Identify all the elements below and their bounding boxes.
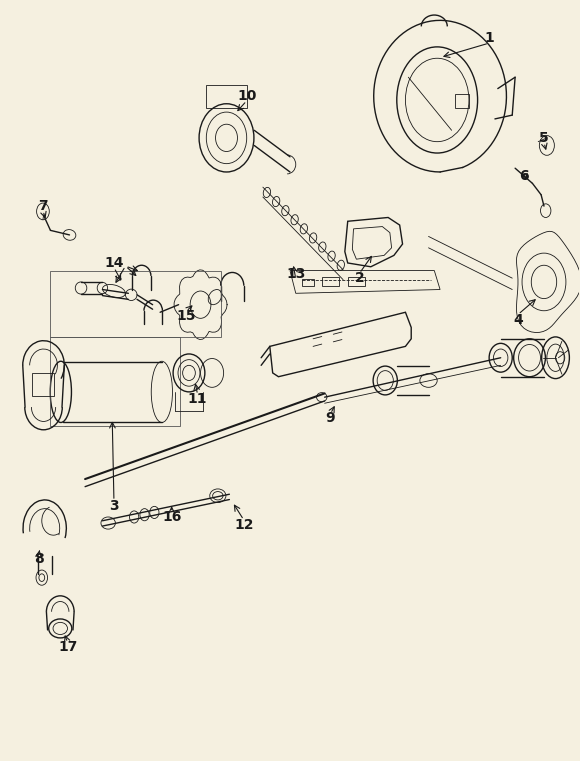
Bar (455, 94, 469, 107)
Bar (348, 277, 365, 285)
Bar (32, 373, 54, 396)
Text: 5: 5 (539, 131, 549, 145)
Text: 10: 10 (237, 89, 256, 103)
Text: 14: 14 (104, 256, 124, 270)
Text: 2: 2 (354, 271, 364, 285)
Text: 4: 4 (513, 313, 523, 326)
Text: 7: 7 (38, 199, 48, 213)
Text: 13: 13 (286, 267, 306, 282)
Bar (302, 279, 314, 286)
Text: 11: 11 (188, 393, 208, 406)
Text: 6: 6 (519, 169, 528, 183)
Text: 9: 9 (325, 412, 335, 425)
Text: 17: 17 (58, 641, 78, 654)
Text: 16: 16 (162, 510, 182, 524)
Bar (206, 84, 246, 107)
Text: 8: 8 (34, 552, 44, 565)
Text: 12: 12 (234, 517, 253, 532)
Bar (322, 277, 339, 285)
Text: 3: 3 (109, 498, 119, 513)
Text: 15: 15 (176, 309, 196, 323)
Text: 1: 1 (484, 30, 494, 45)
